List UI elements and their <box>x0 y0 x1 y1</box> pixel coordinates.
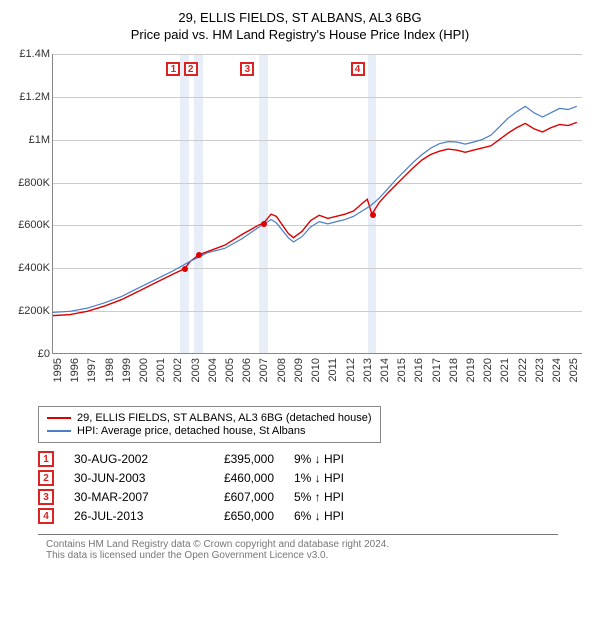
sale-marker-box: 3 <box>240 62 254 76</box>
series-line-property <box>53 122 577 315</box>
sale-row: 2 30-JUN-2003 £460,000 1% ↓ HPI <box>38 470 592 486</box>
sale-price: £460,000 <box>194 471 274 485</box>
legend-swatch <box>47 430 71 432</box>
plot-area: 12 3 4 <box>52 54 582 354</box>
sale-number-box: 3 <box>38 489 54 505</box>
sale-hpi-delta: 1% ↓ HPI <box>294 471 384 485</box>
sale-row: 1 30-AUG-2002 £395,000 9% ↓ HPI <box>38 451 592 467</box>
legend-label: 29, ELLIS FIELDS, ST ALBANS, AL3 6BG (de… <box>77 412 372 424</box>
chart-lines-svg <box>53 54 582 353</box>
sale-point-dot <box>196 252 202 258</box>
sale-hpi-delta: 6% ↓ HPI <box>294 509 384 523</box>
series-line-hpi <box>53 106 577 312</box>
y-axis-label: £1M <box>8 134 50 146</box>
legend-item: 29, ELLIS FIELDS, ST ALBANS, AL3 6BG (de… <box>47 412 372 424</box>
x-axis-label: 2025 <box>568 358 600 382</box>
sale-marker-box: 2 <box>184 62 198 76</box>
sale-row: 3 30-MAR-2007 £607,000 5% ↑ HPI <box>38 489 592 505</box>
footer-line-1: Contains HM Land Registry data © Crown c… <box>46 539 550 550</box>
sale-point-dot <box>370 212 376 218</box>
chart-container: 12 3 4 19951996199719981999200020012002200… <box>8 50 592 400</box>
sale-marker-box: 4 <box>351 62 365 76</box>
sale-row: 4 26-JUL-2013 £650,000 6% ↓ HPI <box>38 508 592 524</box>
sale-marker-box: 1 <box>166 62 180 76</box>
sale-number-box: 4 <box>38 508 54 524</box>
sale-date: 30-AUG-2002 <box>74 452 174 466</box>
sale-price: £395,000 <box>194 452 274 466</box>
y-axis-label: £600K <box>8 219 50 231</box>
sale-number-box: 2 <box>38 470 54 486</box>
sale-date: 26-JUL-2013 <box>74 509 174 523</box>
chart-title-address: 29, ELLIS FIELDS, ST ALBANS, AL3 6BG <box>8 10 592 25</box>
attribution-footer: Contains HM Land Registry data © Crown c… <box>38 534 558 565</box>
y-axis-label: £1.2M <box>8 91 50 103</box>
sale-price: £607,000 <box>194 490 274 504</box>
sales-table: 1 30-AUG-2002 £395,000 9% ↓ HPI 2 30-JUN-2003… <box>38 451 592 524</box>
legend: 29, ELLIS FIELDS, ST ALBANS, AL3 6BG (de… <box>38 406 381 443</box>
footer-line-2: This data is licensed under the Open Gov… <box>46 550 550 561</box>
sale-point-dot <box>261 221 267 227</box>
sale-price: £650,000 <box>194 509 274 523</box>
chart-subtitle: Price paid vs. HM Land Registry's House … <box>8 27 592 42</box>
sale-point-dot <box>182 266 188 272</box>
y-axis-label: £200K <box>8 305 50 317</box>
y-axis-label: £400K <box>8 262 50 274</box>
legend-item: HPI: Average price, detached house, St A… <box>47 425 372 437</box>
sale-date: 30-MAR-2007 <box>74 490 174 504</box>
legend-swatch <box>47 417 71 419</box>
sale-date: 30-JUN-2003 <box>74 471 174 485</box>
sale-number-box: 1 <box>38 451 54 467</box>
sale-hpi-delta: 9% ↓ HPI <box>294 452 384 466</box>
y-axis-label: £1.4M <box>8 48 50 60</box>
y-axis-label: £0 <box>8 348 50 360</box>
y-axis-label: £800K <box>8 177 50 189</box>
sale-hpi-delta: 5% ↑ HPI <box>294 490 384 504</box>
x-axis-ticks: 1995199619971998199920002001200220032004… <box>52 354 582 396</box>
legend-label: HPI: Average price, detached house, St A… <box>77 425 306 437</box>
